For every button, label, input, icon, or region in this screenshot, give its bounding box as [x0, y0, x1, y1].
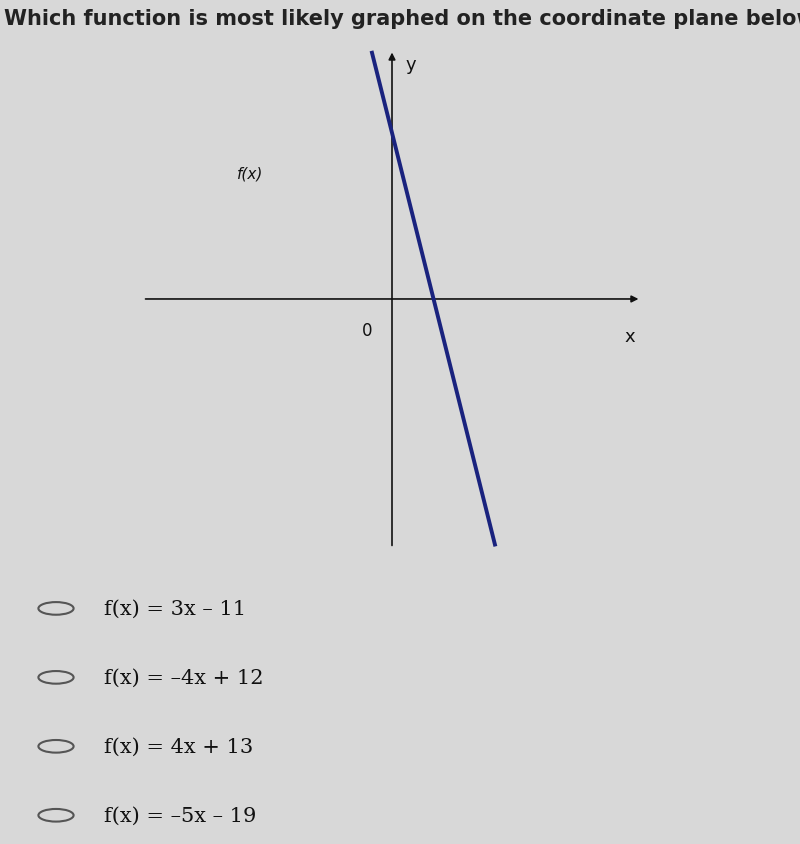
Text: f(x) = –4x + 12: f(x) = –4x + 12 [104, 668, 263, 687]
Text: Which function is most likely graphed on the coordinate plane below?​: Which function is most likely graphed on… [4, 9, 800, 29]
Text: 0: 0 [362, 322, 373, 340]
Text: f(x): f(x) [237, 166, 263, 181]
Text: f(x) = –5x – 19: f(x) = –5x – 19 [104, 806, 256, 825]
Text: f(x) = 3x – 11: f(x) = 3x – 11 [104, 599, 246, 618]
Text: y: y [406, 57, 417, 74]
Text: f(x) = 4x + 13: f(x) = 4x + 13 [104, 737, 254, 756]
Text: x: x [625, 327, 635, 345]
